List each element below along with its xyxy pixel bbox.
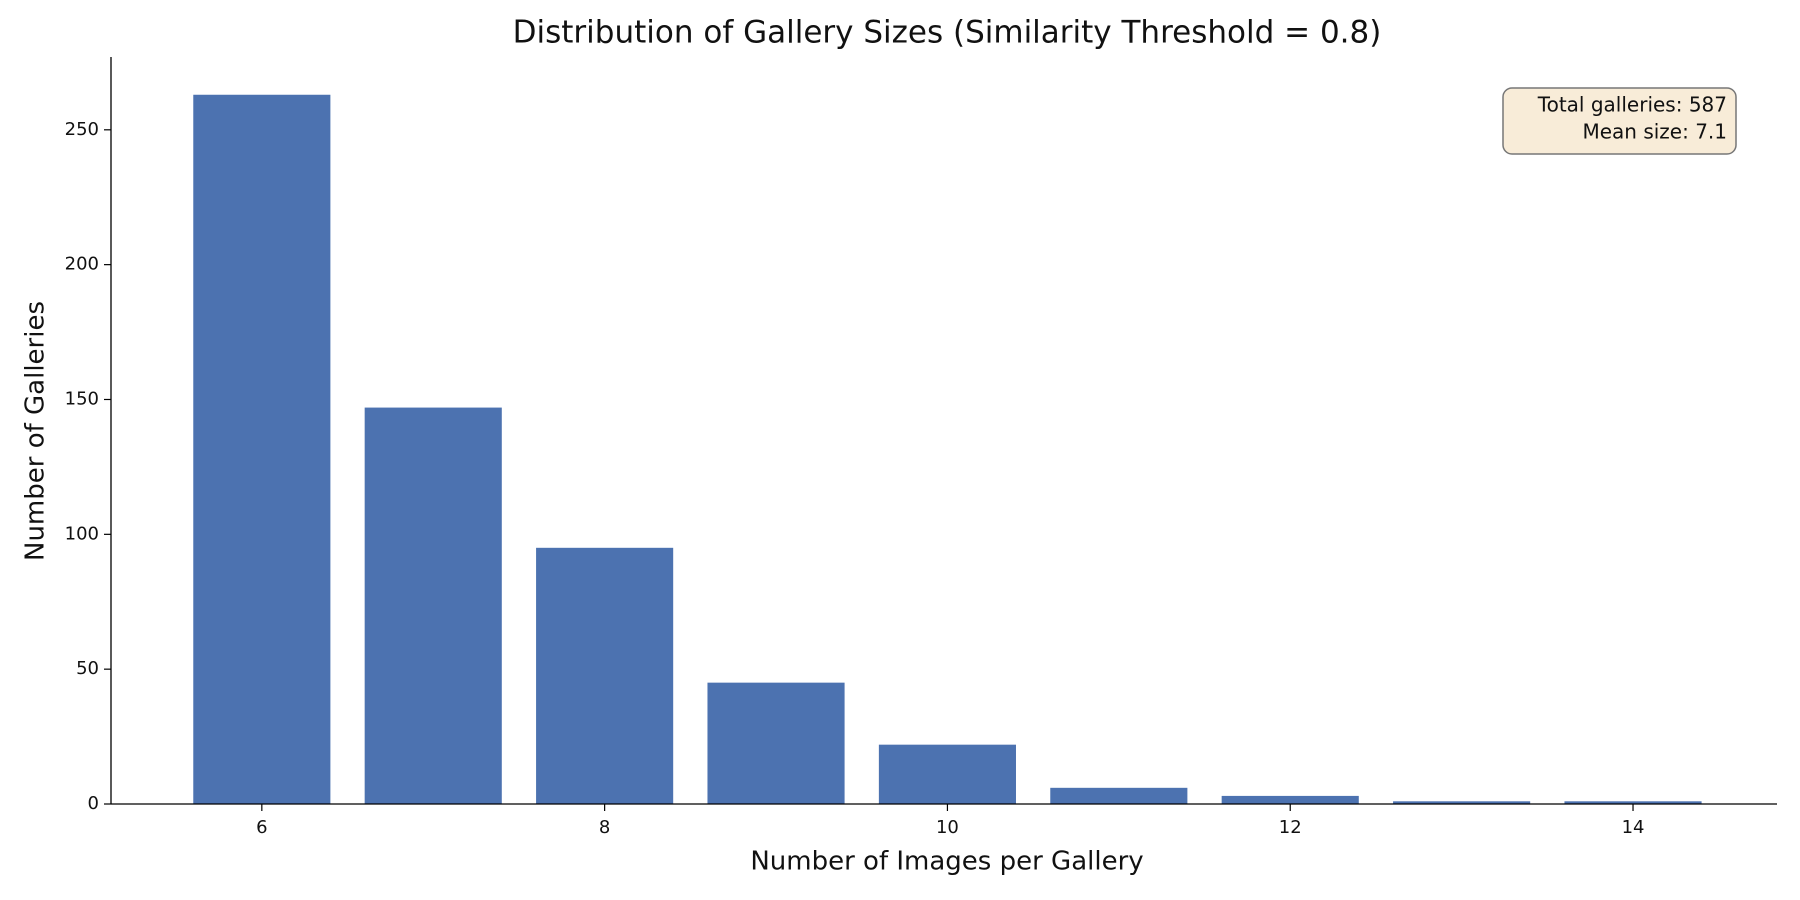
bar	[1221, 795, 1359, 804]
bar	[707, 682, 845, 804]
annotation-text: Mean size: 7.1	[1582, 120, 1727, 144]
x-tick-label: 8	[599, 817, 610, 838]
bar	[364, 407, 502, 804]
bar	[193, 94, 331, 804]
annotation-box	[1502, 87, 1737, 155]
bar	[1564, 801, 1702, 804]
annotation-text: Total galleries: 587	[1537, 93, 1727, 117]
bar	[1393, 801, 1531, 804]
y-tick-label: 250	[65, 119, 99, 140]
y-tick-label: 200	[65, 254, 99, 275]
bar	[878, 744, 1016, 804]
x-tick-label: 10	[936, 817, 959, 838]
x-tick-label: 12	[1279, 817, 1302, 838]
y-tick-label: 150	[65, 388, 99, 409]
x-tick-label: 6	[256, 817, 267, 838]
y-tick-label: 50	[76, 658, 99, 679]
chart-title: Distribution of Gallery Sizes (Similarit…	[513, 15, 1382, 51]
x-tick-label: 14	[1622, 817, 1645, 838]
y-tick-label: 100	[65, 523, 99, 544]
bar	[1050, 787, 1188, 804]
y-tick-label: 0	[88, 793, 99, 814]
x-axis-label: Number of Images per Gallery	[750, 847, 1143, 877]
bar	[536, 547, 674, 804]
y-axis-label: Number of Galleries	[21, 301, 51, 561]
